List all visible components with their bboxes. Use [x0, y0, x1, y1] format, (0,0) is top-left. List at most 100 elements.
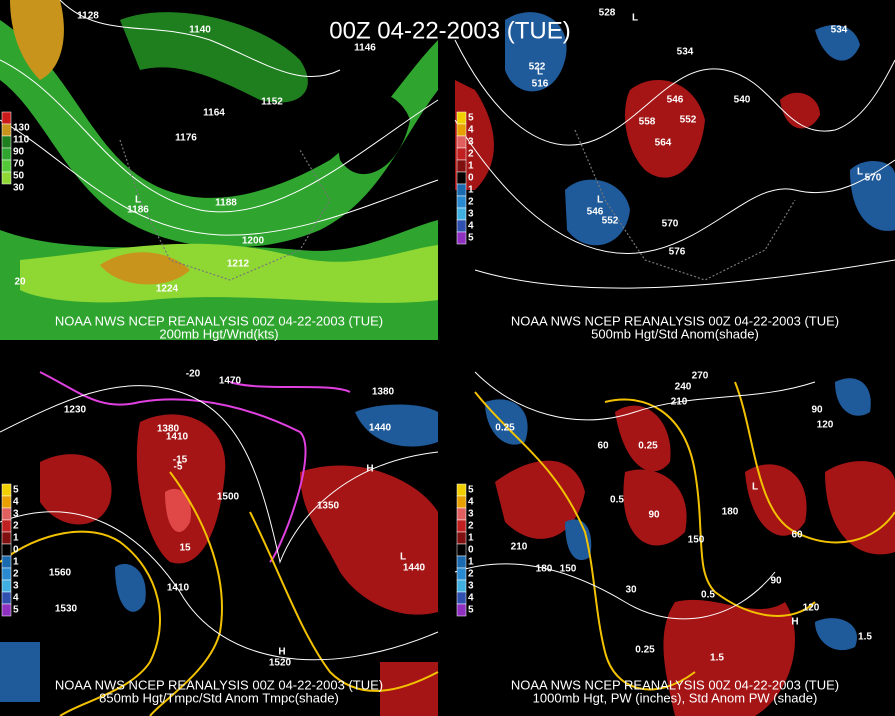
legend-label: 0 — [13, 545, 19, 556]
legend-swatch — [456, 111, 467, 125]
legend-label: 3 — [13, 509, 19, 520]
legend-swatch — [456, 159, 467, 173]
legend-label: 2 — [468, 197, 474, 208]
legend-label: 1 — [468, 161, 474, 172]
contour-label: 1152 — [261, 97, 283, 108]
legend-swatch — [456, 555, 467, 569]
legend-label: 3 — [468, 581, 474, 592]
panel-caption: NOAA NWS NCEP REANALYSIS 00Z 04-22-2003 … — [55, 313, 383, 328]
contour-label: 1176 — [175, 133, 197, 144]
legend-swatch — [1, 591, 12, 605]
legend-label: 1 — [13, 533, 19, 544]
contour-label: 1560 — [49, 568, 72, 579]
contour-label: 0.5 — [610, 495, 624, 506]
contour-label: H — [366, 464, 373, 475]
panel-caption: NOAA NWS NCEP REANALYSIS 00Z 04-22-2003 … — [511, 677, 839, 692]
legend-swatch — [1, 159, 12, 173]
legend-swatch — [456, 603, 467, 617]
legend-label: 4 — [13, 497, 19, 508]
legend-label: 1 — [13, 557, 19, 568]
contour-label: -20 — [186, 369, 201, 380]
legend-swatch — [456, 483, 467, 497]
panel-850mb — [0, 371, 439, 716]
contour-label: -5 — [174, 462, 183, 473]
contour-label: 1530 — [55, 604, 78, 615]
contour-label: 1.5 — [710, 653, 724, 664]
contour-label: 552 — [680, 115, 697, 126]
contour-label: 0.25 — [635, 645, 655, 656]
legend-label: 130 — [13, 123, 30, 134]
legend-label: 2 — [13, 569, 19, 580]
legend-label: 4 — [468, 497, 474, 508]
contour-label: 180 — [536, 564, 553, 575]
legend-swatch — [456, 531, 467, 545]
legend-label: 5 — [468, 233, 474, 244]
contour-label: 546 — [667, 95, 684, 106]
legend-label: 3 — [468, 209, 474, 220]
legend-label: 3 — [468, 509, 474, 520]
legend-swatch — [1, 483, 12, 497]
contour-label: 270 — [692, 371, 709, 382]
contour-label: 1520 — [269, 658, 292, 669]
contour-label: 1128 — [77, 11, 99, 22]
contour-label: 60 — [597, 441, 609, 452]
legend-label: 5 — [13, 605, 19, 616]
contour-label: 528 — [599, 8, 616, 19]
contour-label: 1470 — [219, 376, 242, 387]
contour-label: 15 — [179, 543, 191, 554]
contour-label: 150 — [688, 535, 705, 546]
legend-swatch — [1, 567, 12, 581]
contour-label: 1164 — [203, 108, 225, 119]
legend-swatch — [1, 111, 12, 125]
panel-subtitle: 1000mb Hgt, PW (inches), Std Anom PW (sh… — [533, 690, 818, 705]
legend-swatch — [456, 147, 467, 161]
legend-label: 4 — [468, 125, 474, 136]
legend-label: 1 — [468, 185, 474, 196]
legend-swatch — [1, 507, 12, 521]
contour-label: 570 — [662, 219, 679, 230]
panel-caption: NOAA NWS NCEP REANALYSIS 00Z 04-22-2003 … — [511, 313, 839, 328]
legend-swatch — [1, 171, 12, 185]
contour-label: 516 — [532, 79, 549, 90]
legend-label: 0 — [468, 545, 474, 556]
contour-label: 1350 — [317, 501, 340, 512]
legend-label: 4 — [468, 593, 474, 604]
contour-label: H — [791, 617, 798, 628]
contour-label: 1440 — [369, 423, 392, 434]
legend-label: 110 — [13, 135, 30, 146]
contour-label: 534 — [831, 25, 848, 36]
contour-label: 120 — [803, 603, 820, 614]
contour-label: -15 — [173, 455, 188, 466]
map-title: 00Z 04-22-2003 (TUE) — [329, 17, 570, 44]
legend-label: 5 — [13, 485, 19, 496]
legend-label: 3 — [13, 581, 19, 592]
contour-label: L — [597, 195, 603, 206]
contour-label: 20 — [14, 277, 26, 288]
contour-label: 1230 — [64, 405, 87, 416]
contour-label: 1224 — [156, 284, 179, 295]
contour-label: 30 — [625, 585, 637, 596]
legend-swatch — [1, 495, 12, 509]
contour-label: 0.25 — [495, 423, 515, 434]
legend-swatch — [456, 207, 467, 221]
contour-label: 1380 — [157, 424, 180, 435]
panel-200mb — [0, 0, 439, 340]
contour-label: 540 — [734, 95, 751, 106]
legend-swatch — [456, 183, 467, 197]
legend-label: 3 — [468, 137, 474, 148]
contour-label: 546 — [587, 207, 604, 218]
contour-label: L — [632, 13, 638, 24]
contour-label: 576 — [669, 247, 686, 258]
legend-label: 5 — [468, 113, 474, 124]
legend-label: 5 — [468, 605, 474, 616]
legend-swatch — [456, 591, 467, 605]
contour-label: 1140 — [189, 25, 211, 36]
legend-swatch — [456, 231, 467, 245]
panel-subtitle: 500mb Hgt/Std Anom(shade) — [591, 326, 759, 341]
legend-swatch — [1, 579, 12, 593]
contour-label: 240 — [675, 382, 692, 393]
legend-swatch — [1, 603, 12, 617]
contour-label: 1440 — [403, 563, 426, 574]
legend-swatch — [456, 495, 467, 509]
panel-500mb — [454, 0, 895, 340]
